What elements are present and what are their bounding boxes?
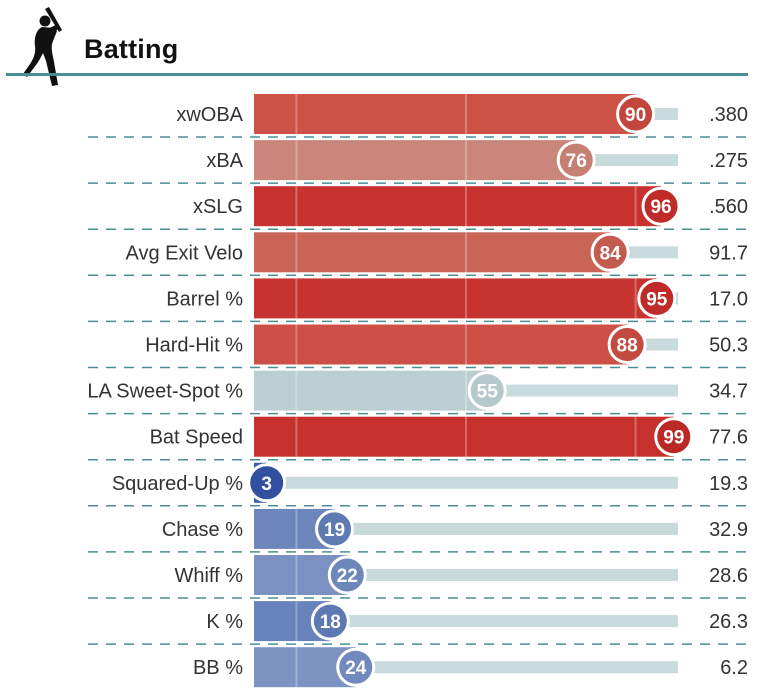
percentile-label: 88 — [617, 336, 638, 357]
percentile-label: 24 — [345, 658, 367, 679]
percentile-marker — [654, 417, 694, 457]
metric-label: Barrel % — [166, 288, 243, 310]
percentile-marker — [590, 232, 630, 272]
percentile-track — [355, 661, 678, 674]
percentile-bar — [254, 140, 577, 181]
batter-silhouette-icon — [23, 7, 62, 86]
percentile-label: 19 — [324, 520, 345, 541]
percentile-marker — [247, 463, 287, 503]
percentile-track — [487, 384, 678, 397]
metric-value: 77.6 — [709, 427, 748, 449]
metric-label: Whiff % — [174, 565, 243, 587]
percentile-label: 95 — [646, 289, 668, 310]
metric-value: 50.3 — [709, 335, 748, 357]
percentile-bar — [254, 324, 628, 365]
metric-value: 91.7 — [709, 242, 748, 264]
percentile-bar — [254, 232, 611, 273]
percentile-label: 96 — [650, 197, 671, 218]
metric-value: 17.0 — [709, 288, 748, 310]
percentile-marker — [467, 371, 507, 411]
percentile-bar — [254, 94, 636, 134]
percentile-label: 22 — [337, 566, 358, 587]
metric-label: K % — [206, 611, 243, 633]
metric-value: 26.3 — [709, 611, 748, 633]
metric-value: 34.7 — [709, 381, 748, 403]
percentile-track — [610, 246, 678, 259]
metric-label: Chase % — [162, 519, 243, 541]
percentile-label: 99 — [663, 428, 684, 449]
metric-value: 19.3 — [709, 473, 748, 495]
percentile-label: 76 — [566, 151, 587, 172]
metric-value: .380 — [709, 104, 748, 126]
percentile-marker — [336, 647, 376, 687]
percentile-marker — [310, 601, 350, 641]
metric-value: 32.9 — [709, 519, 748, 541]
percentile-track — [334, 522, 678, 535]
metric-label: LA Sweet-Spot % — [87, 381, 243, 403]
percentile-label: 3 — [261, 474, 272, 495]
percentile-label: 84 — [600, 243, 622, 264]
section-title: Batting — [84, 34, 179, 64]
metric-value: 28.6 — [709, 565, 748, 587]
metric-label: xwOBA — [176, 104, 243, 126]
metric-value: .560 — [709, 196, 748, 218]
metric-label: Avg Exit Velo — [126, 242, 243, 264]
metric-label: xSLG — [193, 196, 243, 218]
percentile-marker — [641, 186, 681, 226]
metric-label: xBA — [206, 150, 243, 172]
percentile-label: 90 — [625, 105, 646, 126]
percentile-track — [347, 569, 678, 581]
metric-value: .275 — [709, 150, 748, 172]
percentile-marker — [556, 140, 596, 180]
metric-value: 6.2 — [720, 657, 748, 679]
percentile-track — [266, 476, 678, 489]
percentile-track — [330, 615, 678, 628]
percentile-marker — [327, 555, 367, 595]
metric-label: Hard-Hit % — [145, 335, 243, 357]
percentile-bar — [254, 186, 662, 227]
percentile-bar — [254, 370, 488, 411]
percentile-marker — [315, 509, 355, 549]
section-header: Batting — [0, 0, 770, 86]
percentile-bar — [254, 278, 657, 319]
metric-label: BB % — [193, 657, 243, 679]
header-divider — [6, 73, 748, 76]
percentile-bar — [254, 416, 674, 457]
metric-label: Squared-Up % — [112, 473, 243, 495]
percentile-track — [576, 154, 678, 167]
percentile-label: 55 — [477, 382, 499, 403]
percentile-marker — [616, 94, 656, 134]
metric-label: Bat Speed — [150, 427, 243, 449]
percentile-label: 18 — [320, 612, 341, 633]
percentile-marker — [607, 325, 647, 364]
percentile-marker — [637, 278, 677, 318]
